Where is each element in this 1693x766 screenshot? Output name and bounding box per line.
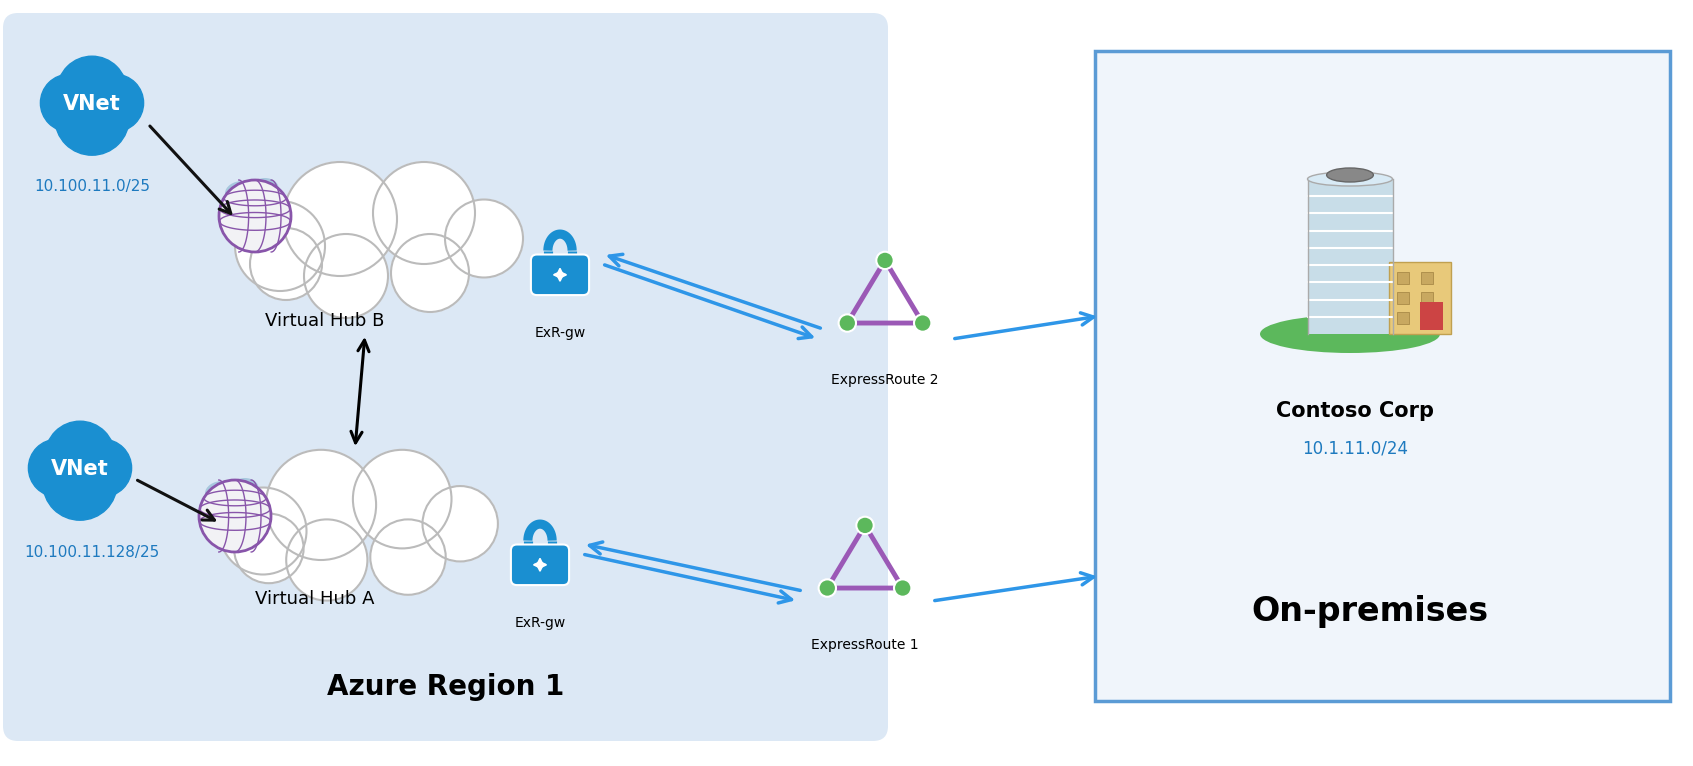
FancyBboxPatch shape	[1095, 51, 1669, 701]
Circle shape	[445, 199, 523, 277]
Ellipse shape	[237, 187, 269, 210]
Circle shape	[819, 579, 836, 597]
Circle shape	[220, 487, 306, 574]
Text: ExR-gw: ExR-gw	[515, 616, 565, 630]
Circle shape	[286, 519, 367, 601]
Circle shape	[54, 80, 129, 155]
Circle shape	[234, 513, 303, 583]
Circle shape	[838, 314, 857, 332]
Ellipse shape	[225, 181, 261, 206]
Text: On-premises: On-premises	[1251, 594, 1488, 627]
Circle shape	[914, 314, 931, 332]
FancyBboxPatch shape	[1419, 302, 1442, 330]
Ellipse shape	[1260, 315, 1441, 353]
Circle shape	[63, 441, 122, 501]
Circle shape	[266, 450, 376, 560]
Circle shape	[41, 74, 98, 132]
Text: Azure Region 1: Azure Region 1	[327, 673, 564, 701]
Text: ExpressRoute 2: ExpressRoute 2	[831, 373, 938, 387]
Circle shape	[218, 180, 291, 252]
Circle shape	[352, 450, 452, 548]
Circle shape	[74, 76, 134, 136]
Text: Virtual Hub B: Virtual Hub B	[266, 312, 384, 330]
Ellipse shape	[232, 478, 259, 499]
Circle shape	[235, 201, 325, 291]
FancyBboxPatch shape	[1420, 292, 1432, 304]
FancyBboxPatch shape	[1397, 312, 1409, 324]
Circle shape	[371, 519, 445, 595]
FancyBboxPatch shape	[3, 13, 889, 741]
Circle shape	[423, 486, 498, 561]
FancyBboxPatch shape	[1388, 262, 1451, 334]
Circle shape	[305, 234, 388, 318]
Circle shape	[372, 162, 476, 264]
Circle shape	[51, 76, 110, 136]
Circle shape	[857, 517, 874, 534]
Circle shape	[74, 439, 132, 497]
Text: 10.100.11.128/25: 10.100.11.128/25	[24, 545, 159, 561]
Text: ExpressRoute 1: ExpressRoute 1	[811, 638, 919, 652]
Ellipse shape	[205, 481, 240, 506]
FancyBboxPatch shape	[1397, 292, 1409, 304]
Circle shape	[42, 446, 117, 520]
Text: 10.1.11.0/24: 10.1.11.0/24	[1302, 439, 1409, 457]
Circle shape	[391, 234, 469, 312]
Circle shape	[37, 441, 98, 501]
Text: ExR-gw: ExR-gw	[535, 326, 586, 340]
Ellipse shape	[1307, 172, 1393, 186]
FancyBboxPatch shape	[532, 254, 589, 295]
FancyBboxPatch shape	[1307, 179, 1393, 334]
Circle shape	[251, 228, 322, 300]
Circle shape	[46, 421, 115, 491]
Circle shape	[283, 162, 396, 276]
FancyBboxPatch shape	[1397, 272, 1409, 284]
FancyBboxPatch shape	[1420, 272, 1432, 284]
Circle shape	[58, 56, 127, 126]
Text: Contoso Corp: Contoso Corp	[1277, 401, 1434, 421]
Ellipse shape	[251, 178, 279, 199]
FancyBboxPatch shape	[511, 545, 569, 585]
Circle shape	[29, 439, 86, 497]
Ellipse shape	[217, 487, 249, 509]
Ellipse shape	[1327, 168, 1373, 182]
Circle shape	[86, 74, 144, 132]
Circle shape	[200, 480, 271, 552]
Circle shape	[894, 579, 911, 597]
Circle shape	[877, 252, 894, 269]
Text: VNet: VNet	[63, 94, 120, 114]
Text: VNet: VNet	[51, 459, 108, 479]
FancyBboxPatch shape	[1420, 312, 1432, 324]
Text: Virtual Hub A: Virtual Hub A	[256, 590, 374, 608]
Text: 10.100.11.0/25: 10.100.11.0/25	[34, 178, 151, 194]
